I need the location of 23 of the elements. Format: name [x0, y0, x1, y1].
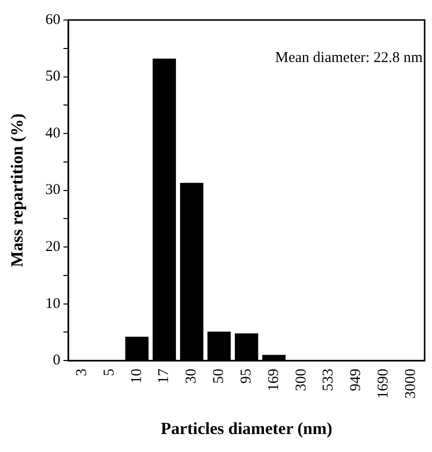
x-tick-label: 949 [348, 368, 364, 392]
y-tick-label: 60 [45, 12, 60, 28]
y-tick-label: 50 [45, 68, 60, 85]
x-tick-label: 17 [156, 368, 172, 384]
x-axis-title: Particles diameter (nm) [160, 419, 332, 438]
x-tick-label: 3 [74, 368, 90, 376]
y-tick-label: 0 [52, 352, 60, 369]
annotation: Mean diameter: 22.8 nm [275, 50, 423, 66]
y-tick-label: 40 [45, 125, 60, 142]
x-tick-label: 95 [238, 368, 254, 384]
x-tick-label: 10 [128, 368, 145, 384]
y-tick-label: 30 [45, 182, 60, 198]
y-tick-label: 20 [45, 239, 60, 256]
x-tick-label: 169 [266, 368, 282, 392]
y-axis-title: Mass repartition (%) [8, 113, 27, 268]
y-tick-label: 10 [45, 296, 60, 312]
x-tick-label: 1690 [375, 368, 392, 399]
x-tick-label: 30 [184, 368, 200, 384]
x-tick-label: 5 [101, 368, 118, 376]
x-tick-label: 533 [320, 368, 337, 392]
x-tick-label: 3000 [402, 368, 419, 399]
x-tick-label: 50 [211, 368, 228, 384]
x-tick-label: 300 [293, 368, 310, 392]
